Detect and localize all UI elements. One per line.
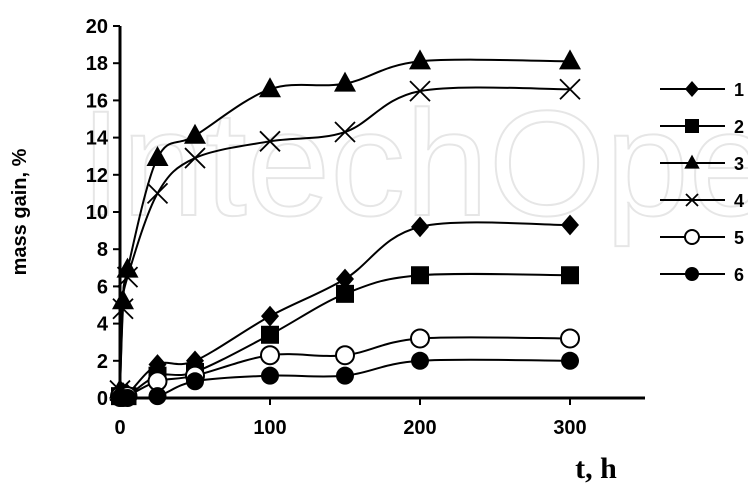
data-point-series-3	[559, 49, 581, 70]
y-tick-label: 14	[86, 128, 109, 150]
data-point-series-6	[148, 387, 167, 406]
legend-label: 6	[734, 265, 744, 285]
y-tick-label: 4	[97, 314, 109, 336]
data-point-series-3	[259, 77, 281, 98]
x-tick-label: 0	[114, 417, 125, 439]
data-point-series-4	[559, 78, 581, 100]
data-point-series-1	[261, 305, 279, 327]
data-point-series-1	[148, 354, 167, 375]
data-point-series-3	[146, 146, 169, 167]
y-tick-label: 2	[97, 351, 108, 373]
legend-marker	[685, 80, 699, 98]
data-point-series-5	[335, 345, 355, 366]
data-point-series-4	[112, 298, 134, 320]
y-tick-label: 6	[97, 276, 108, 298]
legend-marker	[685, 193, 699, 207]
legend-item-2: 2	[660, 117, 744, 137]
x-ticks: 0 100 200 300	[114, 398, 587, 439]
x-axis-label: t, h	[575, 452, 617, 484]
data-point-series-3	[409, 49, 431, 70]
data-point-series-1	[186, 350, 204, 372]
legend-item-1: 1	[660, 80, 744, 100]
legend-item-5: 5	[660, 228, 744, 248]
legend-label: 5	[734, 228, 744, 248]
data-point-series-5	[410, 328, 430, 349]
data-point-series-3	[334, 71, 356, 92]
x-tick-label: 100	[253, 417, 286, 439]
data-point-series-2	[411, 266, 429, 285]
y-tick-label: 16	[86, 90, 108, 112]
data-point-series-1	[336, 268, 354, 290]
y-tick-label: 12	[86, 165, 108, 187]
data-point-series-6	[186, 372, 204, 391]
x-tick-label: 200	[403, 417, 436, 439]
legend-marker	[685, 119, 699, 133]
data-point-series-4	[334, 121, 356, 143]
data-point-series-3	[184, 123, 206, 144]
y-ticks: 0 2 4 6 8 10 12 14 16 18 20	[86, 16, 120, 410]
data-point-series-6	[561, 351, 579, 370]
legend-label: 3	[734, 154, 744, 174]
legend-item-4: 4	[660, 191, 744, 211]
data-point-series-6	[411, 351, 429, 370]
data-point-series-4	[184, 147, 206, 169]
watermark: IntechOpen	[80, 79, 748, 247]
legend-item-3: 3	[660, 154, 744, 174]
data-point-series-2	[561, 266, 579, 285]
data-point-series-5	[560, 328, 580, 349]
y-tick-label: 10	[86, 202, 108, 224]
data-point-series-6	[261, 366, 279, 385]
legend-label: 1	[734, 80, 744, 100]
legend-marker	[684, 154, 700, 169]
data-point-series-2	[261, 325, 279, 344]
data-point-series-5	[260, 345, 280, 366]
legend: 1 2 3 4 5 6	[660, 80, 744, 285]
data-point-series-1	[411, 216, 429, 238]
y-tick-label: 0	[97, 388, 108, 410]
legend-label: 4	[734, 191, 744, 211]
data-point-series-2	[336, 284, 354, 303]
data-point-series-4	[259, 130, 281, 152]
legend-item-6: 6	[660, 265, 744, 285]
data-point-series-1	[561, 214, 579, 236]
legend-marker	[685, 267, 699, 281]
y-tick-label: 8	[97, 239, 108, 261]
legend-marker	[684, 229, 700, 245]
y-tick-label: 20	[86, 16, 108, 38]
y-axis-label: mass gain, %	[9, 148, 31, 275]
x-tick-label: 300	[553, 417, 586, 439]
y-tick-label: 18	[86, 53, 108, 75]
data-point-series-6	[336, 366, 354, 385]
data-point-series-4	[146, 182, 169, 205]
data-point-series-4	[409, 80, 431, 102]
legend-label: 2	[734, 117, 744, 137]
